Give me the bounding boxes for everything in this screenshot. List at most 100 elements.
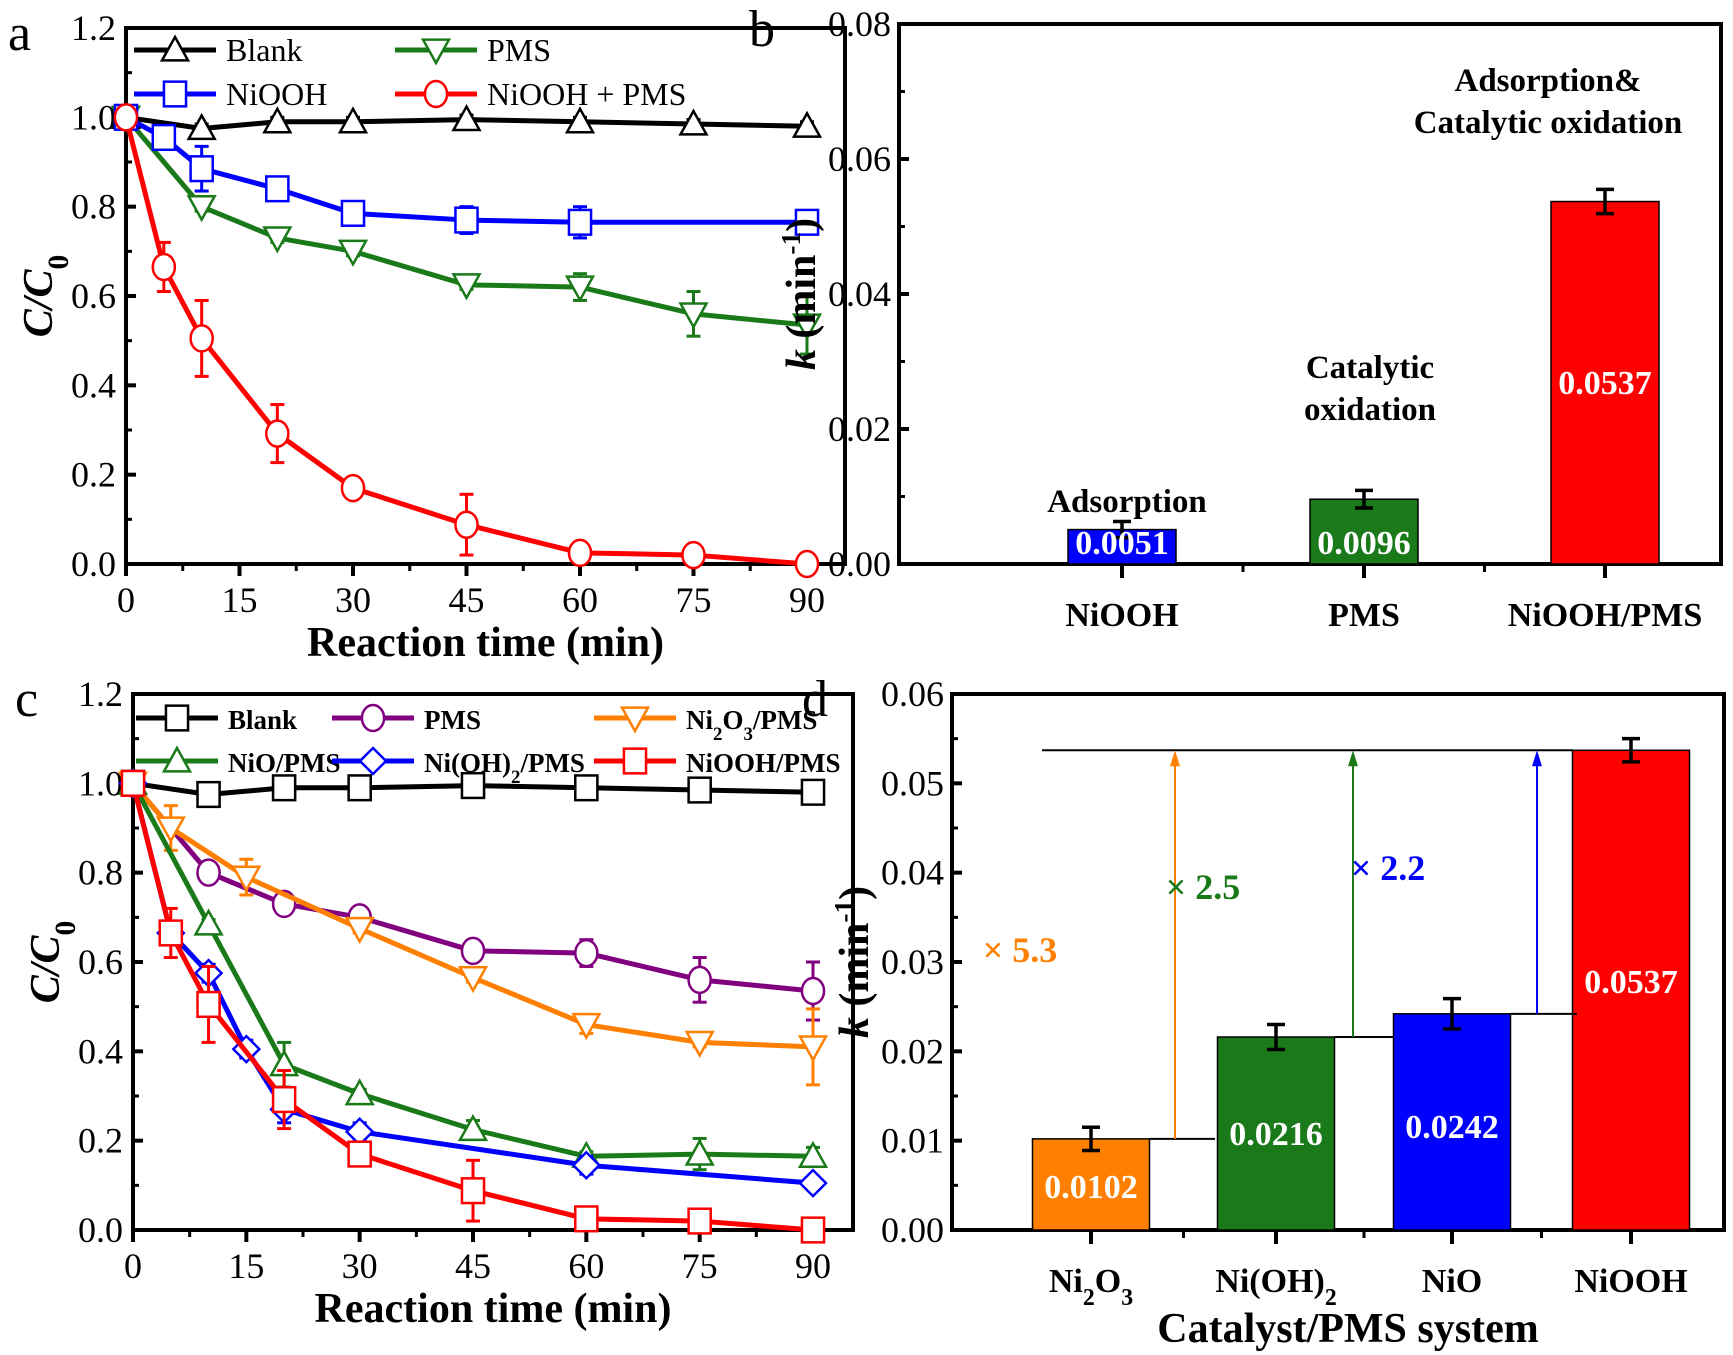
square-marker xyxy=(164,704,190,732)
square-marker xyxy=(189,155,214,183)
marker-diamond xyxy=(358,746,388,776)
x-tick-label: 90 xyxy=(789,580,825,620)
marker-triangle-up xyxy=(451,103,482,132)
marker-square xyxy=(340,199,366,227)
diamond-marker xyxy=(798,1168,828,1198)
marker-triangle-down xyxy=(344,916,375,945)
x-tick-label: 60 xyxy=(562,580,598,620)
marker-triangle-down xyxy=(678,302,709,330)
circle-marker xyxy=(794,549,820,579)
x-tick-label: 15 xyxy=(228,1246,264,1286)
square-marker xyxy=(271,774,297,802)
marker-diamond xyxy=(798,1168,828,1198)
marker-circle xyxy=(454,510,479,539)
x-category-label: NiOOH xyxy=(1065,597,1178,634)
circle-marker xyxy=(574,938,599,968)
series-niooh-pms xyxy=(113,103,820,579)
bar-annotation: Adsorption& xyxy=(1454,63,1641,99)
circle-marker xyxy=(567,538,593,568)
x-category-label: PMS xyxy=(1328,597,1400,634)
legend-label: Ni2O3/PMS xyxy=(686,705,817,745)
x-category-label: Ni2O3 xyxy=(1049,1263,1133,1311)
marker-square xyxy=(164,704,190,732)
y-tick-label: 0.4 xyxy=(78,1031,123,1071)
circle-marker xyxy=(681,540,706,570)
marker-triangle-up xyxy=(337,106,369,134)
bar-annotation: Adsorption xyxy=(1047,484,1207,520)
y-tick-label: 0.02 xyxy=(828,409,891,449)
marker-square xyxy=(196,990,221,1019)
y-tick-label: 0.0 xyxy=(71,544,116,584)
bar-ni2o3: 0.0102 Ni2O3 xyxy=(1031,1125,1151,1311)
y-tick-label: 0.03 xyxy=(881,942,944,982)
y-tick-label: 0.2 xyxy=(71,455,116,495)
y-tick-label: 0.02 xyxy=(881,1031,944,1071)
marker-triangle-down xyxy=(155,816,186,844)
marker-circle xyxy=(681,540,706,570)
triangle-up-marker xyxy=(451,103,482,132)
bar-value-label: 0.0242 xyxy=(1405,1109,1499,1146)
bar xyxy=(1571,749,1691,1231)
circle-marker xyxy=(151,252,177,282)
legend-label: Ni(OH)2/PMS xyxy=(424,748,585,788)
y-tick-label: 1.0 xyxy=(78,763,123,803)
panel-letter: c xyxy=(15,671,38,728)
circle-marker xyxy=(340,473,366,503)
series-line xyxy=(125,114,808,131)
bar-niooh-pms: 0.0537 NiOOH/PMS xyxy=(1508,187,1702,634)
marker-triangle-up xyxy=(161,745,193,773)
marker-triangle-up xyxy=(159,34,191,62)
marker-triangle-down xyxy=(186,195,217,223)
legend-item: Ni(OH)2/PMS xyxy=(332,746,585,788)
triangle-up-marker xyxy=(791,110,823,138)
square-marker xyxy=(454,206,479,234)
x-tick-label: 30 xyxy=(342,1246,378,1286)
square-marker xyxy=(347,1140,372,1168)
series-blank xyxy=(110,101,823,141)
triangle-up-marker xyxy=(193,908,224,936)
triangle-up-marker xyxy=(161,745,193,773)
marker-triangle-up xyxy=(457,1113,489,1142)
marker-square xyxy=(460,771,486,800)
circle-marker xyxy=(687,965,712,995)
square-marker xyxy=(196,780,221,809)
triangle-up-marker xyxy=(344,1078,375,1106)
series-line xyxy=(131,781,814,1050)
marker-circle xyxy=(574,938,599,968)
square-marker xyxy=(687,1207,712,1235)
x-tick-label: 60 xyxy=(568,1246,604,1286)
circle-marker xyxy=(189,324,214,353)
x-tick-label: 45 xyxy=(455,1246,491,1286)
y-tick-label: 0.04 xyxy=(881,853,944,893)
y-tick-label: 0.08 xyxy=(828,4,891,44)
legend-label: Blank xyxy=(228,705,297,735)
triangle-down-marker xyxy=(619,706,651,734)
marker-triangle-up xyxy=(193,908,224,936)
y-tick-label: 0.8 xyxy=(78,853,123,893)
triangle-down-marker xyxy=(344,916,375,945)
triangle-down-marker xyxy=(451,273,482,301)
circle-marker xyxy=(460,936,486,966)
square-marker xyxy=(265,175,290,203)
series-line xyxy=(132,780,814,797)
marker-diamond xyxy=(571,1150,602,1181)
marker-circle xyxy=(687,965,712,995)
triangle-down-marker xyxy=(564,275,596,303)
marker-triangle-down xyxy=(457,965,489,994)
bar-value-label: 0.0537 xyxy=(1558,365,1652,402)
legend-item: PMS xyxy=(332,703,481,735)
marker-triangle-down xyxy=(684,1030,715,1058)
triangle-up-marker xyxy=(564,106,596,134)
x-tick-label: 0 xyxy=(124,1246,142,1286)
square-marker xyxy=(120,769,146,797)
bar xyxy=(1216,1036,1336,1231)
marker-triangle-down xyxy=(619,706,651,734)
triangle-down-marker xyxy=(571,1012,602,1041)
series-niooh xyxy=(113,103,820,240)
square-marker xyxy=(196,990,221,1019)
arrow-head-icon xyxy=(1170,750,1180,767)
circle-marker xyxy=(454,510,479,539)
legend-label: NiO/PMS xyxy=(228,748,341,778)
square-marker xyxy=(162,80,188,108)
y-tick-label: 1.2 xyxy=(78,674,123,714)
